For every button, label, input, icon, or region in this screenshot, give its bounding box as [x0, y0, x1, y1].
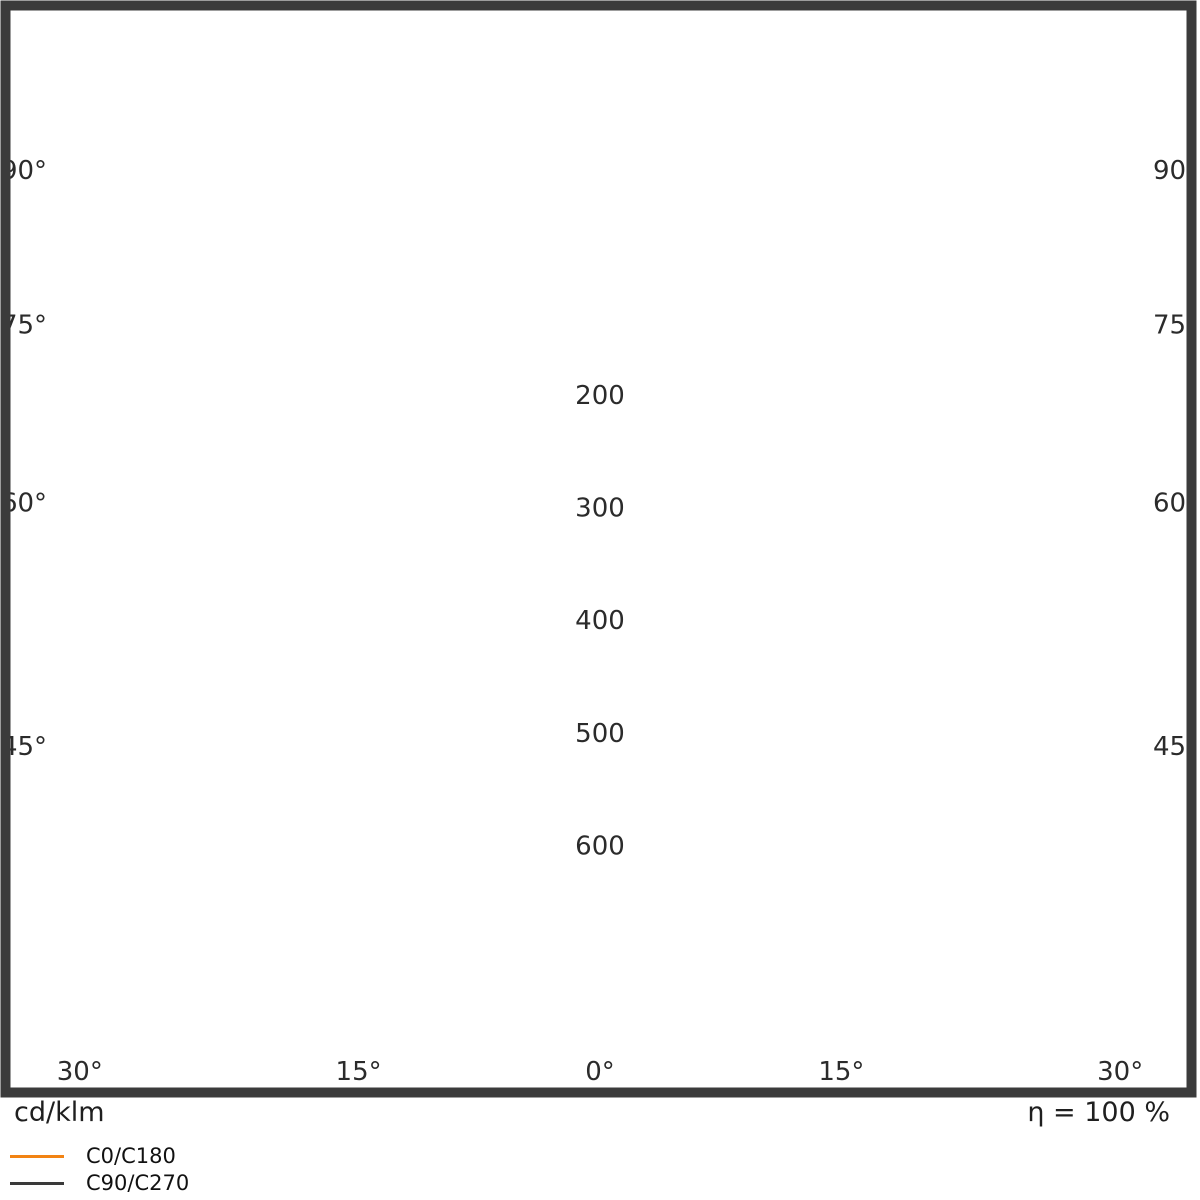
- radial-gridline-200: [375, 0, 825, 395]
- angle-label-0: 0°: [585, 1057, 615, 1087]
- angle-gridline-292.5: [0, 213, 496, 744]
- angle-gridline-82.5: [712, 185, 1200, 366]
- angle-gridline-277.5: [0, 185, 488, 366]
- angle-gridline-97.5: [712, 0, 1200, 155]
- angle-gridline-135: [680, 0, 1200, 90]
- angle-label-right-30: 30°: [1097, 1057, 1143, 1087]
- angle-gridline-225: [0, 0, 520, 90]
- radial-tick-label-300: 300: [575, 494, 625, 524]
- legend-item-c0-c180: C0/C180: [10, 1143, 176, 1169]
- angle-label-left-30: 30°: [57, 1057, 103, 1087]
- legend-line-c90-c270-icon: [10, 1181, 64, 1185]
- angle-gridline-255: [0, 0, 491, 141]
- angle-gridline-52.5: [689, 239, 1200, 1084]
- angle-gridline-142.5: [669, 0, 1200, 81]
- angle-gridline-150: [656, 0, 1200, 73]
- angle-gridline-345: [212, 279, 571, 1200]
- angle-gridline-300: [0, 226, 503, 920]
- angle-label-right-15-bg: [815, 1056, 868, 1086]
- legend-item-c90-c270: C90/C270: [10, 1170, 189, 1196]
- radial-gridline-400: [150, 0, 1050, 620]
- angle-gridline-217.5: [0, 0, 531, 81]
- angle-gridline-262.5: [0, 0, 488, 155]
- angle-gridline-247.5: [0, 0, 496, 127]
- angle-label-left-15-bg: [332, 1056, 385, 1086]
- unit-label: cd/klm: [14, 1097, 105, 1128]
- radial-gridline-300: [262, 0, 937, 508]
- radial-tick-label-400-bg: [574, 605, 626, 636]
- angle-gridline-75: [709, 199, 1200, 558]
- radial-gridline-700: [0, 0, 1200, 958]
- legend-line-c0-c180-icon: [10, 1154, 64, 1158]
- intensity-curves: [402, 168, 1126, 556]
- angle-gridline-15: [629, 279, 988, 1200]
- angle-gridline-7.5: [615, 282, 796, 1200]
- radial-tick-label-200: 200: [575, 381, 625, 411]
- legend-label-c90-c270: C90/C270: [86, 1171, 190, 1195]
- angle-gridline-307.5: [0, 239, 511, 1084]
- angle-gridline-112.5: [704, 0, 1200, 127]
- legend-label-c0-c180: C0/C180: [86, 1144, 176, 1168]
- efficiency-label: η = 100 %: [1027, 1097, 1170, 1128]
- radial-tick-label-500-bg: [574, 717, 626, 748]
- angle-label-left-30-bg: [54, 1056, 106, 1086]
- radial-tick-label-600: 600: [575, 831, 625, 861]
- angle-gridline-210: [0, 0, 544, 73]
- angle-gridline-60: [698, 226, 1200, 920]
- angle-gridline-105: [709, 0, 1200, 141]
- radial-tick-label-400: 400: [575, 606, 625, 636]
- radial-gridline-100: [488, 58, 713, 283]
- radial-tick-label-600-bg: [574, 830, 626, 861]
- angle-gridline-67.5: [704, 213, 1200, 744]
- angle-gridline-285: [0, 199, 491, 558]
- angle-gridline-22.5: [643, 274, 1174, 1200]
- angle-label-left-15: 15°: [336, 1057, 382, 1087]
- radial-tick-label-300-bg: [574, 492, 626, 523]
- angle-label-right-30-bg: [1094, 1056, 1147, 1086]
- angle-gridline-232.5: [0, 0, 511, 102]
- angle-label-right-15: 15°: [818, 1057, 864, 1087]
- angle-gridline-120: [698, 0, 1200, 114]
- plot-frame: [0, 0, 1197, 1098]
- radial-gridline-800: [0, 0, 1200, 1070]
- angle-gridline-240: [0, 0, 503, 114]
- radial-tick-label-200-bg: [574, 380, 626, 411]
- angle-label-0-bg: [581, 1056, 619, 1086]
- angle-gridline-352.5: [404, 282, 585, 1200]
- radial-tick-label-500: 500: [575, 719, 625, 749]
- angle-gridline-127.5: [689, 0, 1200, 102]
